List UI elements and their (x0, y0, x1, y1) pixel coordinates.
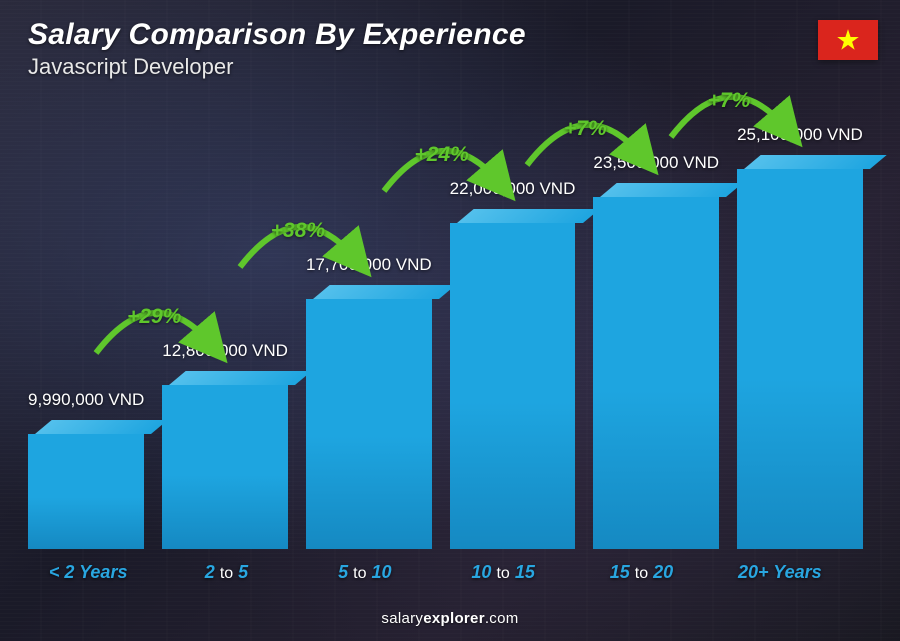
increase-percent: +7% (659, 89, 799, 113)
x-label: 15 to 20 (581, 562, 701, 583)
increase-percent: +24% (372, 143, 512, 167)
x-label: 2 to 5 (166, 562, 286, 583)
footer-brand: salaryexplorer.com (0, 610, 900, 627)
bar-column: +7% 23,500,000 VND (593, 153, 719, 549)
bar-value-label: 17,700,000 VND (306, 255, 432, 275)
bar-front-face (28, 434, 144, 549)
bar-front-face (306, 299, 432, 549)
bar-value-label: 25,100,000 VND (737, 125, 863, 145)
title: Salary Comparison By Experience (28, 18, 526, 52)
x-labels: < 2 Years 2 to 5 5 to 10 10 to 15 15 to 20 20… (28, 562, 840, 583)
bar-column: +24% 22,000,000 VND (450, 179, 576, 549)
footer-suffix: .com (485, 610, 519, 627)
bar (450, 209, 576, 549)
bars-container: 9,990,000 VND +29% 12,800,000 VND (28, 83, 840, 549)
infographic: Salary Comparison By Experience Javascri… (0, 0, 900, 641)
bar-column: +29% 12,800,000 VND (162, 341, 288, 549)
bar-front-face (593, 197, 719, 549)
bar-value-label: 22,000,000 VND (450, 179, 576, 199)
bar (737, 155, 863, 549)
bar-column: +7% 25,100,000 VND (737, 125, 863, 549)
bar (306, 285, 432, 549)
footer-prefix: salary (381, 610, 423, 627)
flag-vietnam (818, 20, 878, 60)
bar-front-face (450, 223, 576, 549)
salary-chart: 9,990,000 VND +29% 12,800,000 VND (28, 83, 840, 583)
bar (28, 420, 144, 549)
bar-front-face (162, 385, 288, 549)
subtitle: Javascript Developer (28, 54, 526, 80)
increase-percent: +29% (84, 305, 224, 329)
x-label: 5 to 10 (305, 562, 425, 583)
footer-bold: explorer (423, 610, 485, 627)
bar-column: 9,990,000 VND (28, 390, 144, 549)
bar-top-face (600, 183, 742, 197)
bar-value-label: 9,990,000 VND (28, 390, 144, 410)
x-label: < 2 Years (28, 562, 148, 583)
star-icon (835, 27, 861, 53)
bar (162, 371, 288, 549)
increase-percent: +38% (228, 219, 368, 243)
x-label: 20+ Years (720, 562, 840, 583)
bar-top-face (457, 209, 599, 223)
bar-value-label: 12,800,000 VND (162, 341, 288, 361)
bar-top-face (169, 371, 311, 385)
bar-top-face (313, 285, 455, 299)
header: Salary Comparison By Experience Javascri… (28, 18, 526, 80)
bar-top-face (35, 420, 168, 434)
bar-front-face (737, 169, 863, 549)
increase-percent: +7% (515, 117, 655, 141)
bar-value-label: 23,500,000 VND (593, 153, 719, 173)
bar-top-face (744, 155, 886, 169)
bar (593, 183, 719, 549)
bar-column: +38% 17,700,000 VND (306, 255, 432, 549)
x-label: 10 to 15 (443, 562, 563, 583)
